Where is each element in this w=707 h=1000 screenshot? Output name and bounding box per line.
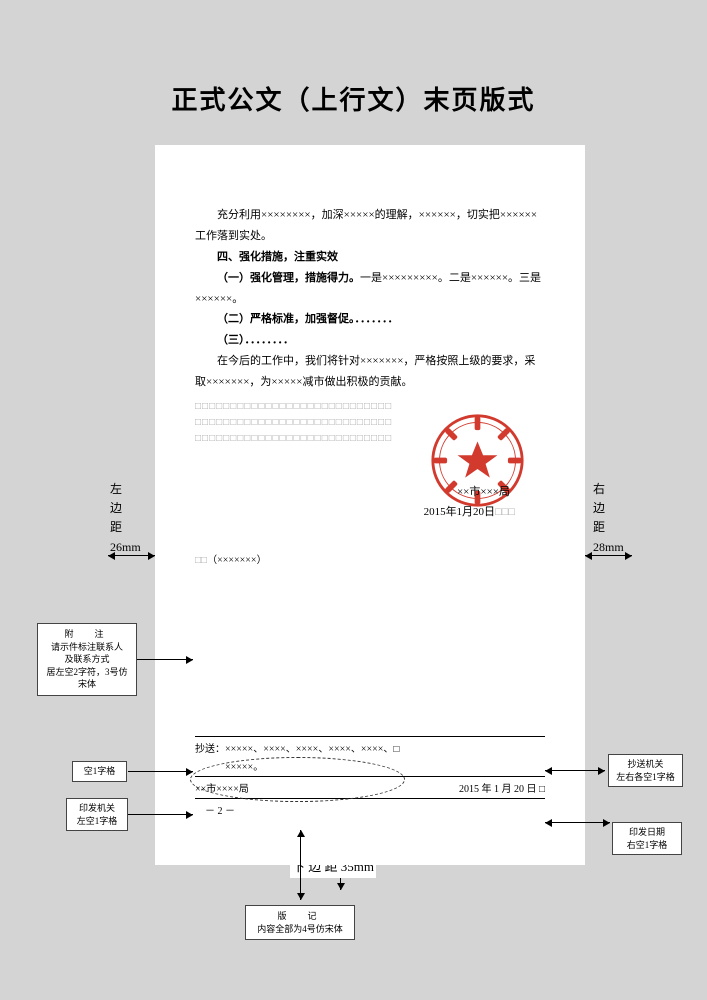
sub-3: （三）．．．．．．．． — [195, 330, 545, 351]
signing-organization: ××市×××局 — [457, 483, 510, 499]
issue-date: 2015 年 1 月 20 日 □ — [459, 780, 545, 795]
page-number: － 2 － — [195, 799, 545, 820]
cc-highlight-ellipse — [190, 757, 405, 802]
annot-issue-left: 印发机关 左空1字格 — [66, 798, 128, 831]
left-margin-arrow — [108, 555, 155, 556]
annot-banji-arrow — [300, 830, 301, 900]
seal-area: ××市×××局 2015年1月20日□□□ — [195, 453, 545, 553]
page-title: 正式公文（上行文）末页版式 — [0, 0, 707, 117]
right-margin-arrow — [585, 555, 632, 556]
right-margin-label: 右 边 距 28mm — [593, 480, 624, 557]
left-margin-label: 左 边 距 26mm — [110, 480, 141, 557]
annot-banji: 版 记 内容全部为4号仿宋体 — [245, 905, 355, 940]
signing-date: 2015年1月20日□□□ — [424, 503, 515, 519]
heading-4: 四、强化措施，注重实效 — [195, 247, 545, 268]
body-text-block: 充分利用××××××××，加深×××××的理解，××××××，切实把××××××… — [195, 205, 545, 393]
annot-note: 附 注 请示件标注联系人 及联系方式 居左空2字符，3号仿宋体 — [37, 623, 137, 696]
annot-cc-right: 抄送机关 左右各空1字格 — [608, 754, 683, 787]
annot-issue-left-arrow — [128, 814, 193, 815]
sub-2: （二）严格标准，加强督促。．．．．．．． — [195, 309, 545, 330]
annot-note-arrow — [137, 659, 193, 660]
cc-line: 抄送：×××××、××××、××××、××××、××××、□ — [195, 736, 545, 758]
annot-date-right-arrow — [545, 822, 610, 823]
paragraph-2: 在今后的工作中，我们将针对×××××××，严格按照上级的要求，采取×××××××… — [195, 351, 545, 393]
note-line: □□（×××××××） — [195, 551, 545, 566]
document-page: 充分利用××××××××，加深×××××的理解，××××××，切实把××××××… — [155, 145, 585, 865]
sub-1: （一）强化管理，措施得力。一是×××××××××。二是××××××。三是××××… — [195, 268, 545, 310]
annot-empty1-arrow — [128, 771, 193, 772]
annot-empty1: 空1字格 — [72, 761, 127, 782]
paragraph-1: 充分利用××××××××，加深×××××的理解，××××××，切实把××××××… — [195, 205, 545, 247]
annot-date-right: 印发日期 右空1字格 — [612, 822, 682, 855]
annot-cc-right-arrow — [545, 770, 605, 771]
